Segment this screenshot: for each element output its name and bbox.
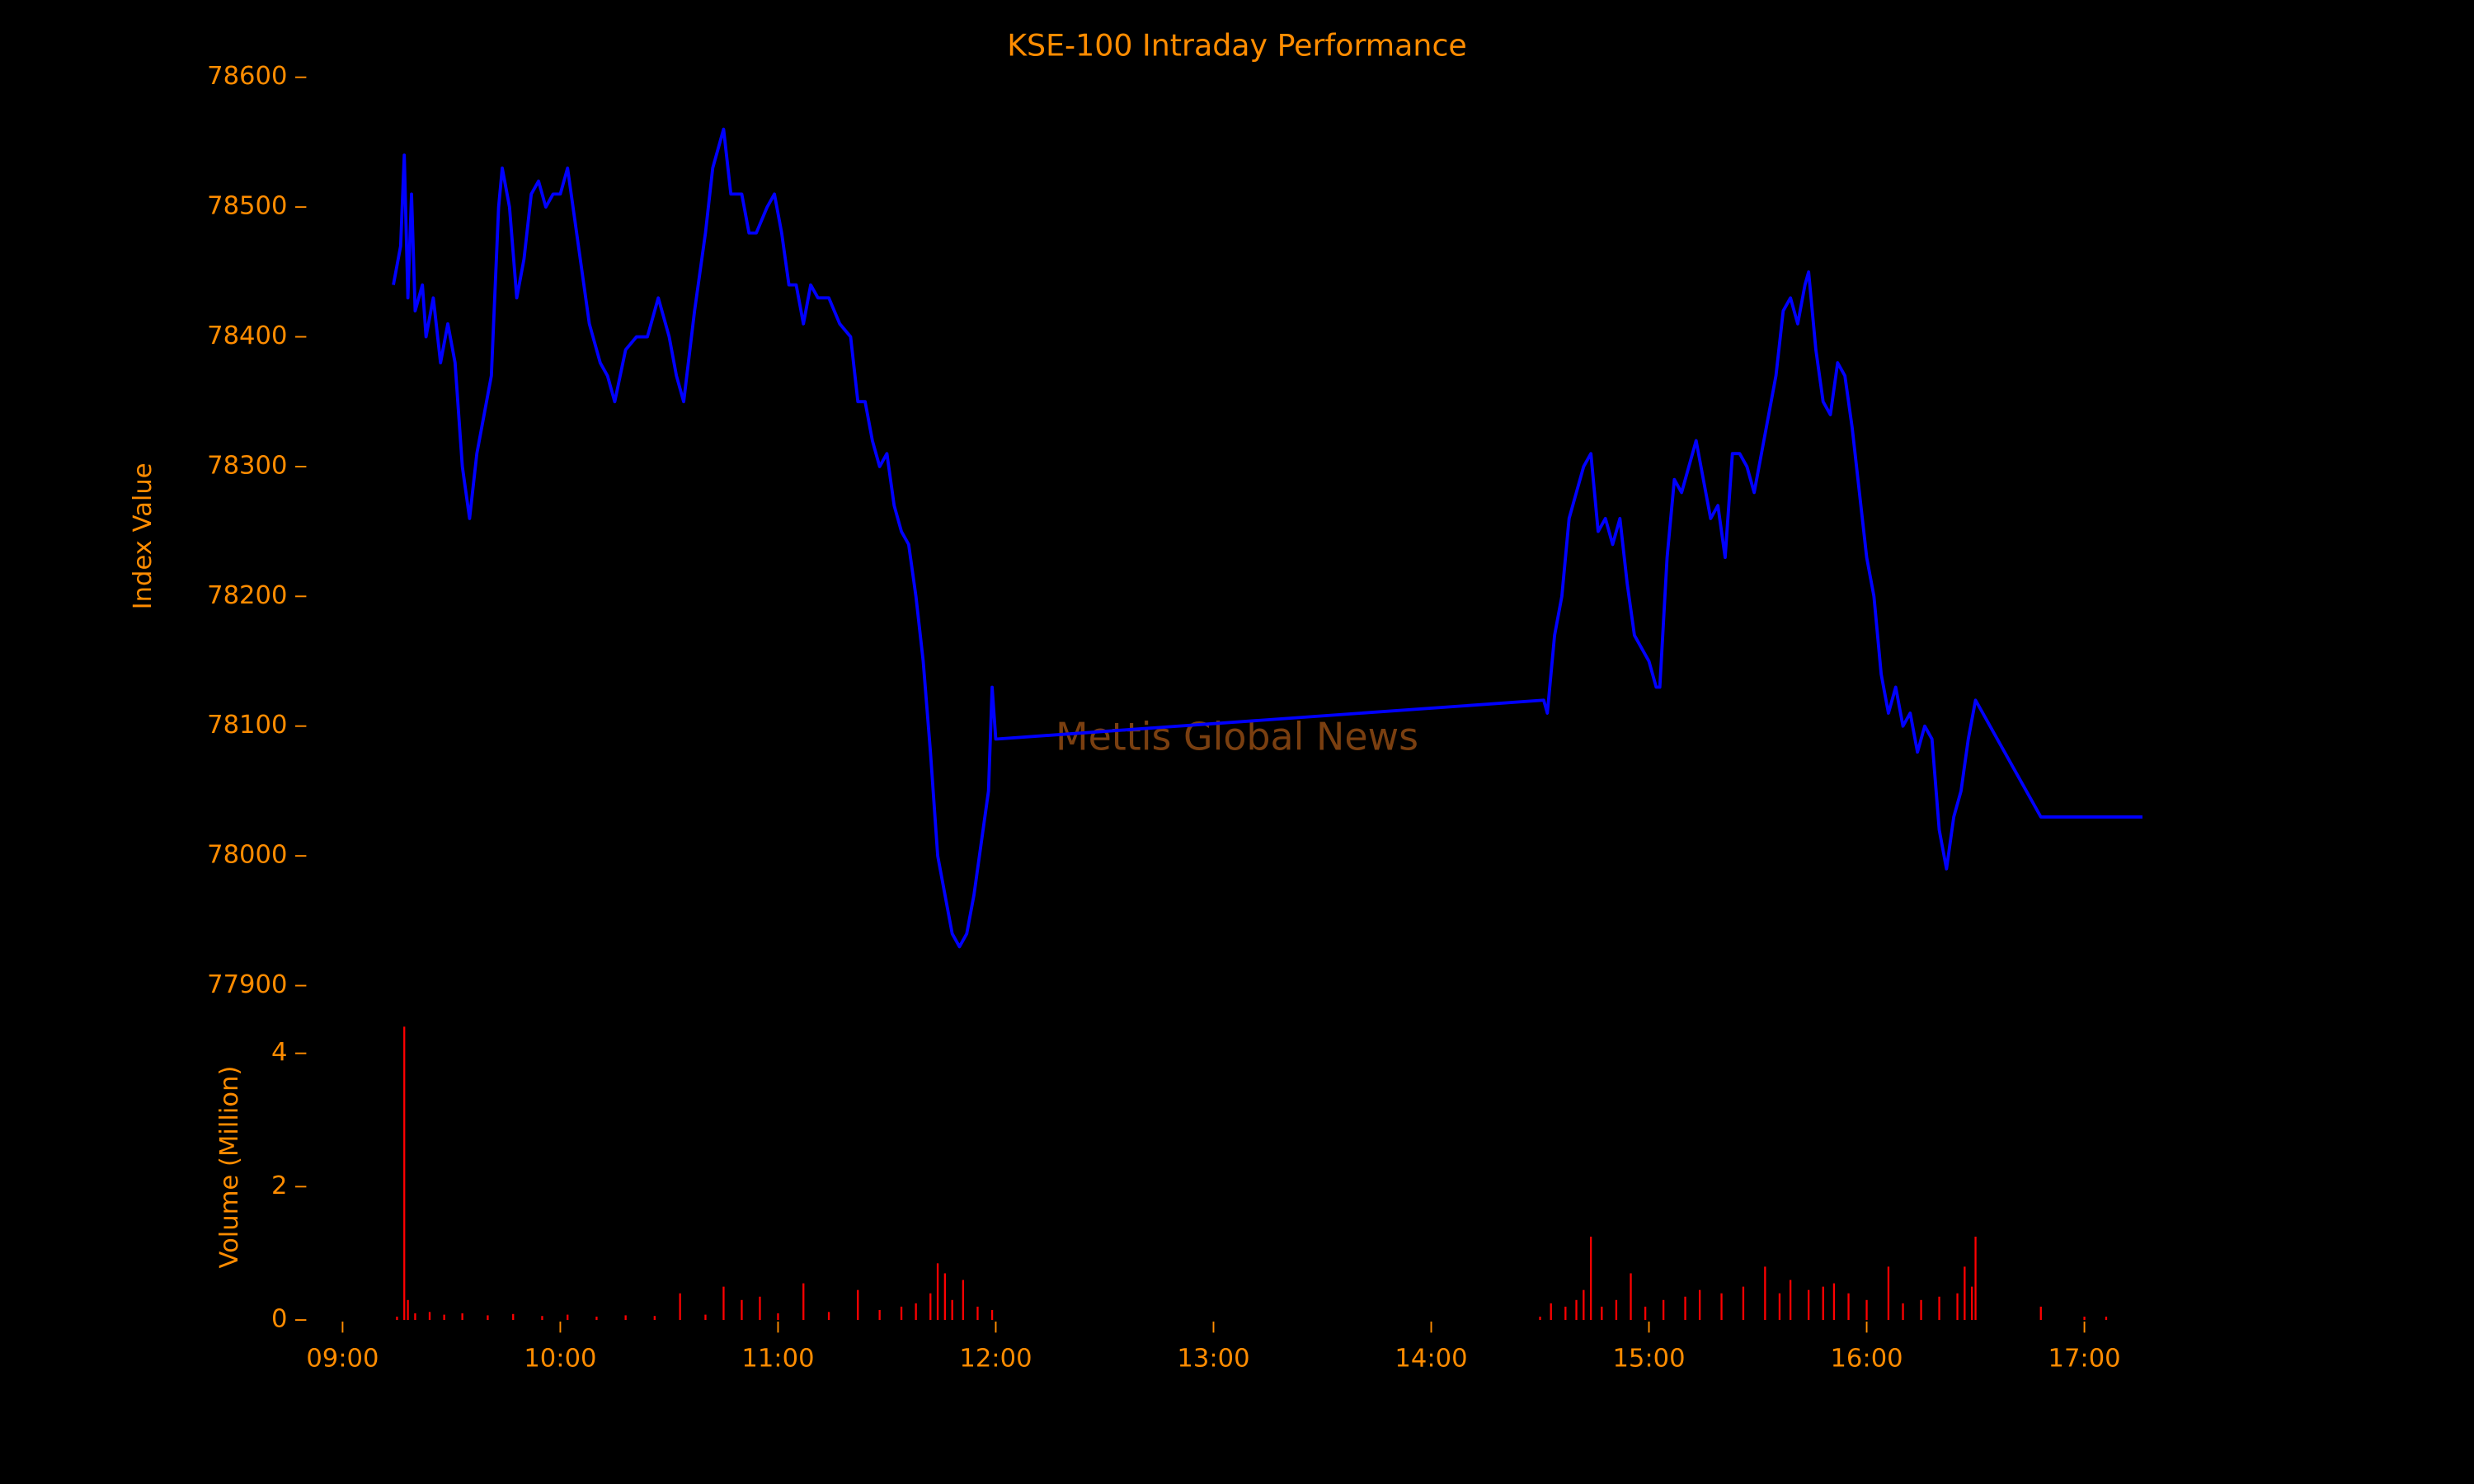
volume-bar <box>827 1312 830 1321</box>
volume-bar <box>1778 1293 1781 1321</box>
volume-bar <box>1720 1293 1723 1321</box>
volume-bar <box>1550 1303 1552 1321</box>
volume-bar <box>936 1263 939 1321</box>
volume-bar <box>1644 1306 1647 1321</box>
volume-bar <box>2039 1306 2042 1321</box>
volume-bar <box>487 1315 489 1321</box>
volume-bar <box>428 1312 431 1321</box>
y-tick-label: 4 <box>271 1038 287 1067</box>
volume-bar <box>929 1293 932 1321</box>
volume-bar <box>722 1286 725 1321</box>
volume-bar <box>741 1299 743 1321</box>
volume-bar <box>802 1283 805 1321</box>
y-tick-label: 78600 <box>207 62 287 91</box>
volume-bar <box>1764 1266 1766 1321</box>
volume-bar <box>943 1273 947 1321</box>
y-tick-label: 78500 <box>207 192 287 221</box>
y-tick-label: 78300 <box>207 451 287 480</box>
x-tick-label: 11:00 <box>741 1344 814 1373</box>
volume-bar <box>915 1303 917 1321</box>
y-tick-label: 78000 <box>207 841 287 870</box>
x-tick-label: 13:00 <box>1177 1344 1249 1373</box>
y-tick-label: 2 <box>271 1172 287 1200</box>
volume-bar <box>1698 1289 1701 1321</box>
y-tick-label: 78100 <box>207 711 287 740</box>
volume-bar <box>951 1299 953 1321</box>
volume-bar <box>1601 1306 1603 1321</box>
y-axis-label: Volume (Million) <box>215 1066 244 1269</box>
volume-bar <box>759 1296 761 1321</box>
y-tick-label: 77900 <box>207 970 287 999</box>
volume-bar <box>595 1317 598 1321</box>
volume-bar <box>1789 1280 1792 1321</box>
volume-bar <box>414 1313 416 1321</box>
volume-bar <box>1589 1236 1592 1321</box>
y-tick-label: 0 <box>271 1305 287 1334</box>
volume-bar <box>1956 1293 1959 1321</box>
volume-bar <box>541 1316 543 1321</box>
volume-bar <box>1575 1299 1578 1321</box>
volume-bar <box>1807 1289 1810 1321</box>
volume-bar <box>1662 1299 1665 1321</box>
volume-bar <box>624 1315 627 1321</box>
volume-bar <box>1822 1286 1824 1321</box>
volume-bar <box>1832 1283 1836 1321</box>
volume-bar <box>777 1313 779 1321</box>
volume-bar <box>976 1306 979 1321</box>
volume-bar <box>461 1313 463 1321</box>
volume-bar <box>1938 1296 1940 1321</box>
volume-bar <box>1902 1303 1904 1321</box>
volume-bar <box>403 1026 406 1321</box>
volume-bar <box>567 1314 569 1321</box>
y-tick-label: 78400 <box>207 322 287 350</box>
volume-bar <box>878 1309 881 1321</box>
volume-bar <box>1847 1293 1850 1321</box>
x-tick-label: 16:00 <box>1830 1344 1903 1373</box>
x-tick-label: 09:00 <box>306 1344 379 1373</box>
volume-bar <box>396 1317 398 1321</box>
volume-bar <box>1974 1236 1977 1321</box>
volume-bar <box>990 1309 994 1321</box>
x-tick-label: 10:00 <box>524 1344 596 1373</box>
x-tick-label: 15:00 <box>1612 1344 1685 1373</box>
volume-bar <box>443 1314 445 1321</box>
volume-bar <box>1920 1299 1922 1321</box>
volume-bar <box>1684 1296 1686 1321</box>
volume-bar <box>1887 1266 1890 1321</box>
volume-bar <box>1742 1286 1745 1321</box>
x-tick-label: 12:00 <box>959 1344 1032 1373</box>
y-tick-label: 78200 <box>207 581 287 610</box>
volume-bar <box>1615 1299 1618 1321</box>
volume-bar <box>857 1289 859 1321</box>
index-line <box>392 127 2142 949</box>
volume-bar <box>1630 1273 1632 1321</box>
volume-bar <box>1865 1299 1868 1321</box>
volume-bar <box>1583 1289 1585 1321</box>
volume-bar <box>1964 1266 1966 1321</box>
volume-bar <box>679 1293 681 1321</box>
volume-bar <box>653 1316 656 1321</box>
volume-bar <box>407 1299 409 1321</box>
volume-bar <box>900 1306 903 1321</box>
volume-bar <box>512 1313 515 1321</box>
x-tick-label: 14:00 <box>1395 1344 1467 1373</box>
volume-bar <box>1971 1286 1973 1321</box>
volume-bar <box>2083 1317 2086 1321</box>
volume-bar <box>2105 1317 2108 1321</box>
volume-bar <box>1564 1306 1567 1321</box>
chart-title: KSE-100 Intraday Performance <box>1007 27 1467 63</box>
x-tick-label: 17:00 <box>2048 1344 2120 1373</box>
volume-bar <box>704 1314 707 1321</box>
volume-bar <box>962 1280 965 1321</box>
y-axis-label: Index Value <box>129 463 158 609</box>
volume-bar <box>1539 1317 1541 1321</box>
